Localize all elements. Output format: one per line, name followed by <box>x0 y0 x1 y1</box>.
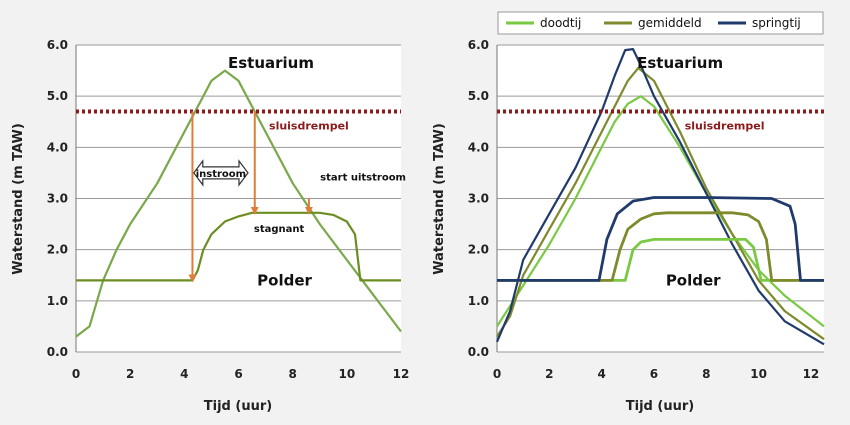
y-tick-label-left-4: 4.0 <box>47 140 68 154</box>
y-tick-label-left-0: 0.0 <box>47 345 68 359</box>
x-axis-label-right: Tijd (uur) <box>626 399 694 414</box>
x-tick-label-right-1: 2 <box>545 367 553 381</box>
annotation-right-sluisdrempel: sluisdrempel <box>685 119 765 132</box>
x-tick-label-left-5: 10 <box>338 367 355 381</box>
series-line-right-springtij_polder <box>497 196 824 282</box>
legend-label-springtij: springtij <box>752 16 801 30</box>
instroom-double-arrow <box>193 159 249 187</box>
y-tick-label-left-2: 2.0 <box>47 243 68 257</box>
annotation-left-polder: Polder <box>257 271 312 289</box>
x-tick-label-left-4: 8 <box>288 367 296 381</box>
y-tick-label-right-6: 6.0 <box>468 38 489 52</box>
chart-left: Estuarium sluisdrempel start uitstroom stag… <box>11 38 409 414</box>
series-line-left-estuarium <box>75 69 402 338</box>
legend-label-doodtij: doodtij <box>540 16 581 30</box>
series-line-left-polder <box>76 211 401 282</box>
x-tick-label-right-0: 0 <box>493 367 501 381</box>
y-tick-label-left-6: 6.0 <box>47 38 68 52</box>
annotation-left-sluisdrempel: sluisdrempel <box>269 119 349 132</box>
x-tick-label-left-2: 4 <box>180 367 188 381</box>
legend-right: doodtij gemiddeld springtij <box>497 11 824 35</box>
x-axis-label-left: Tijd (uur) <box>204 399 272 414</box>
series-line-right-gemiddeld_polder <box>497 211 824 282</box>
series-line-right-doodtij_estuarium <box>496 95 825 328</box>
x-tick-label-right-4: 8 <box>702 367 710 381</box>
series-line-right-springtij_estuarium <box>495 48 825 346</box>
x-tick-label-right-3: 6 <box>650 367 658 381</box>
x-tick-label-right-6: 12 <box>803 367 820 381</box>
x-tick-label-left-3: 6 <box>234 367 242 381</box>
y-tick-label-right-2: 2.0 <box>468 243 489 257</box>
legend-label-gemiddeld: gemiddeld <box>638 16 702 30</box>
annotation-left-start_uitstroom: start uitstroom <box>320 173 406 184</box>
x-tick-label-right-2: 4 <box>597 367 605 381</box>
annotation-left-stagnant: stagnant <box>254 224 305 235</box>
y-tick-label-left-1: 1.0 <box>47 294 68 308</box>
legend-box <box>497 11 824 35</box>
annotation-right-estuarium: Estuarium <box>637 54 723 72</box>
series-line-right-gemiddeld_estuarium <box>496 66 825 341</box>
y-axis-label-left: Waterstand (m TAW) <box>11 123 26 275</box>
y-axis-label-right: Waterstand (m TAW) <box>432 123 447 275</box>
y-tick-label-right-4: 4.0 <box>468 140 489 154</box>
x-tick-label-right-5: 10 <box>750 367 767 381</box>
y-tick-label-right-5: 5.0 <box>468 89 489 103</box>
annotation-left-instroom: instroom <box>196 169 246 180</box>
x-tick-label-left-1: 2 <box>126 367 134 381</box>
y-tick-label-right-0: 0.0 <box>468 345 489 359</box>
chart-right: Estuarium sluisdrempel Polder 0.0 1.0 2.0 3.0… <box>432 11 825 414</box>
annotation-right-polder: Polder <box>666 271 721 289</box>
y-tick-label-right-1: 1.0 <box>468 294 489 308</box>
y-tick-label-left-5: 5.0 <box>47 89 68 103</box>
x-tick-label-left-0: 0 <box>72 367 80 381</box>
annotation-left-estuarium: Estuarium <box>228 54 314 72</box>
y-tick-label-right-3: 3.0 <box>468 192 489 206</box>
series-line-right-doodtij_polder <box>497 238 824 282</box>
x-tick-label-left-6: 12 <box>393 367 410 381</box>
y-tick-label-left-3: 3.0 <box>47 192 68 206</box>
